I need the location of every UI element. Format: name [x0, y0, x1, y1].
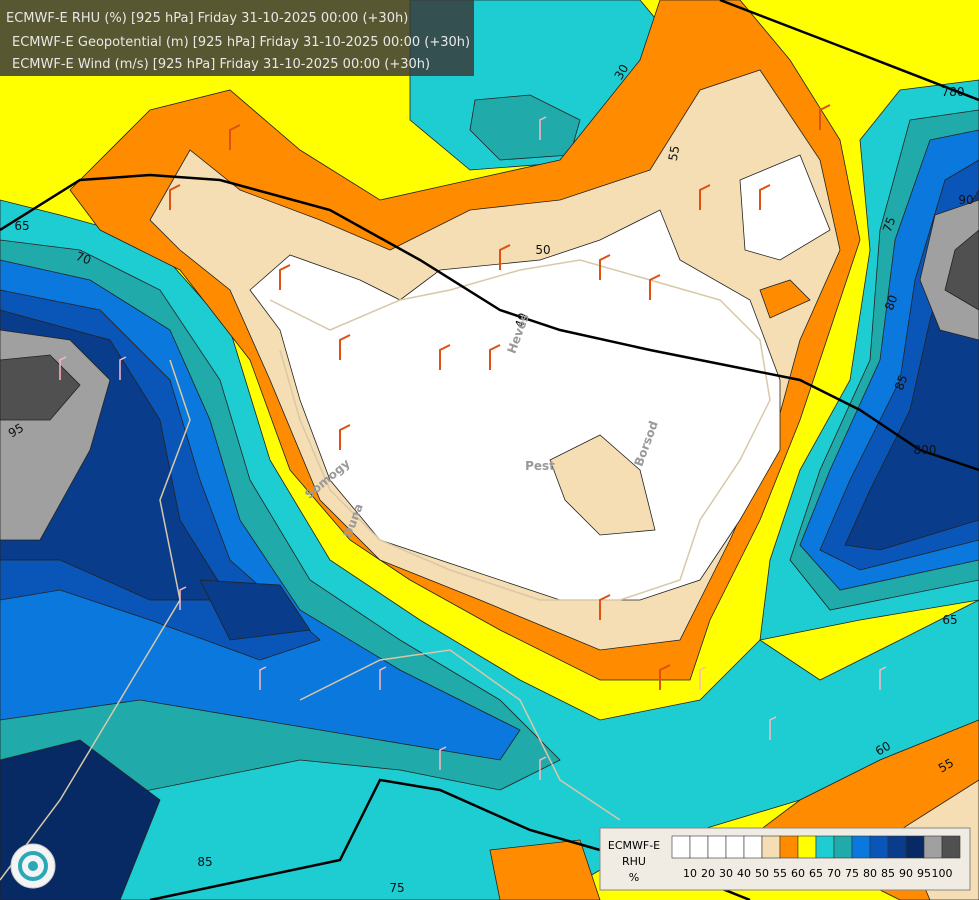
- legend: ECMWF-E RHU% 10 20 30 40 50 55 60 65 70 75 80 85 90 95 1…: [608, 835, 961, 884]
- legend-swatch: [851, 835, 871, 859]
- legend-swatch: [905, 835, 925, 859]
- contour-label: 75: [389, 881, 404, 895]
- contour-label: 30: [612, 62, 632, 82]
- legend-swatch: [887, 835, 907, 859]
- legend-label: 55: [773, 867, 787, 880]
- contour-label: 65: [942, 613, 957, 627]
- contour-label: 40: [512, 311, 530, 330]
- legend-swatch: [743, 835, 763, 859]
- contour-label: 50: [535, 243, 550, 257]
- contour-label: 780: [942, 85, 965, 99]
- legend-swatch: [725, 835, 745, 859]
- contour-label: 90: [958, 193, 973, 207]
- legend-swatch: [833, 835, 853, 859]
- legend-swatch: [779, 835, 799, 859]
- contour-labels: 7808008203055506570758085959060558575654…: [6, 62, 974, 895]
- legend-label: 85: [881, 867, 895, 880]
- contour-label: 55: [666, 145, 682, 162]
- legend-label: 60: [791, 867, 805, 880]
- contour-label: 80: [882, 293, 900, 312]
- legend-label: 30: [719, 867, 733, 880]
- place-label: Pest: [525, 459, 555, 473]
- wind-barbs: [169, 104, 831, 690]
- legend-title: ECMWF-E: [608, 839, 660, 852]
- legend-swatch: [689, 835, 709, 859]
- legend-label: 80: [863, 867, 877, 880]
- contour-label: 75: [880, 215, 898, 234]
- contour-label: 60: [873, 739, 893, 759]
- contour-label: 85: [892, 373, 910, 392]
- legend-swatch: [815, 835, 835, 859]
- contour-label: 65: [14, 219, 29, 233]
- contour-label: 800: [914, 443, 937, 457]
- legend-swatch: [869, 835, 889, 859]
- legend-label: 75: [845, 867, 859, 880]
- legend-swatch: [761, 835, 781, 859]
- legend-label: 10: [683, 867, 697, 880]
- legend-swatch: [941, 835, 961, 859]
- contour-label: 85: [197, 855, 212, 869]
- logo: [10, 843, 56, 889]
- legend-label: 50: [755, 867, 769, 880]
- legend-label: 100: [932, 867, 953, 880]
- legend-swatch: [671, 835, 691, 859]
- contour-label: 95: [6, 421, 26, 441]
- legend-swatch: [923, 835, 943, 859]
- legend-swatch: [707, 835, 727, 859]
- header-line: ECMWF-E RHU (%) [925 hPa] Friday 31-10-2…: [6, 11, 408, 26]
- header-line: ECMWF-E Wind (m/s) [925 hPa] Friday 31-1…: [12, 57, 430, 72]
- legend-label: 90: [899, 867, 913, 880]
- legend-label: 20: [701, 867, 715, 880]
- legend-label: 70: [827, 867, 841, 880]
- legend-swatch: [797, 835, 817, 859]
- legend-label: 65: [809, 867, 823, 880]
- contour-label: 55: [936, 756, 956, 776]
- header-box: [0, 0, 474, 76]
- legend-title: RHU: [622, 855, 646, 868]
- legend-label: 95: [917, 867, 931, 880]
- contour-label: 70: [74, 249, 93, 267]
- legend-label: 40: [737, 867, 751, 880]
- light-wind-barbs: [59, 116, 887, 780]
- legend-title: %: [629, 871, 639, 884]
- header-line: ECMWF-E Geopotential (m) [925 hPa] Frida…: [12, 35, 470, 50]
